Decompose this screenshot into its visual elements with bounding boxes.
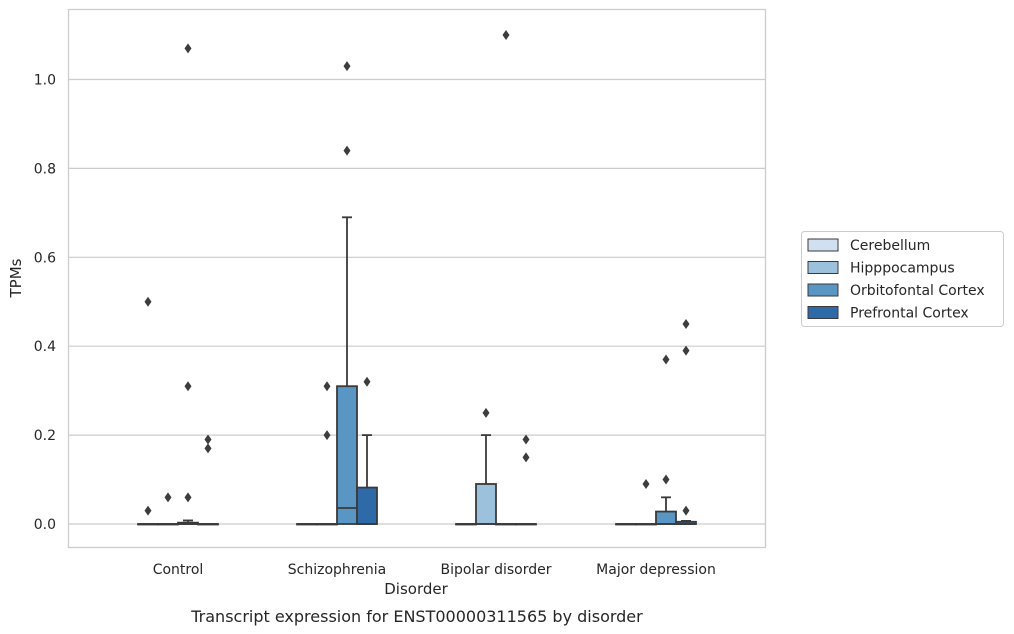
box-0-0: [137, 296, 159, 526]
x-tick-labels: Control Schizophrenia Bipolar disorder Majo…: [153, 562, 716, 578]
y-tick-label: 0.8: [34, 161, 56, 177]
outlier-point: [522, 434, 530, 445]
legend: Cerebellum Hipppocampus Orbitofontal Corte…: [801, 231, 1004, 327]
box-1-2: [475, 407, 497, 525]
outlier-point: [184, 381, 192, 392]
y-axis-label: TPMs: [7, 258, 25, 298]
outlier-point: [682, 505, 690, 516]
plot-area-frame: [67, 8, 767, 549]
plot-area-background: [68, 9, 766, 548]
y-tick-labels: 0.0 0.2 0.4 0.6 0.8 1.0: [34, 73, 56, 534]
x-tick-label: Schizophrenia: [288, 562, 386, 578]
box-0-2: [455, 523, 477, 526]
box-body: [655, 510, 677, 525]
legend-swatch: [807, 238, 839, 252]
y-tick-label: 0.4: [34, 339, 56, 355]
legend-swatch: [807, 306, 839, 319]
outlier-point: [323, 381, 331, 392]
box-3-1: [356, 376, 378, 525]
box-3-0: [197, 434, 219, 526]
box-series: [137, 30, 697, 526]
y-tick-label: 1.0: [34, 73, 56, 89]
outlier-point: [662, 474, 670, 485]
outlier-point: [662, 354, 670, 365]
outlier-point: [343, 61, 351, 72]
box-0-1: [296, 523, 318, 526]
x-axis-label: Disorder: [384, 580, 448, 598]
outlier-point: [363, 376, 371, 387]
outlier-point: [682, 345, 690, 356]
outlier-point: [522, 452, 530, 463]
outlier-point: [502, 30, 510, 41]
outlier-point: [204, 434, 212, 445]
x-tick-label: Bipolar disorder: [440, 562, 551, 578]
legend-frame: [801, 231, 1004, 327]
box-3-3: [675, 318, 697, 525]
outlier-point: [184, 492, 192, 503]
outlier-point: [164, 492, 172, 503]
outlier-point: [323, 430, 331, 441]
box-body: [336, 385, 358, 525]
legend-swatch: [807, 283, 839, 297]
y-tick-label: 0.0: [34, 517, 56, 533]
x-tick-label: Control: [153, 562, 204, 578]
box-2-3: [655, 354, 677, 525]
y-tick-label: 0.2: [34, 428, 56, 444]
outlier-point: [144, 505, 152, 516]
legend-label: Hipppocampus: [850, 261, 955, 277]
outlier-point: [682, 318, 690, 329]
legend-label: Orbitofontal Cortex: [850, 283, 985, 299]
outlier-point: [144, 296, 152, 307]
outlier-point: [204, 443, 212, 454]
box-body: [356, 486, 378, 525]
box-2-1: [336, 61, 358, 525]
legend-swatch: [807, 261, 839, 274]
outlier-point: [184, 43, 192, 54]
box-0-3: [615, 523, 637, 526]
box-1-0: [157, 492, 179, 526]
outlier-point: [642, 478, 650, 489]
x-tick-label: Major depression: [596, 562, 716, 578]
y-tick-label: 0.6: [34, 250, 56, 266]
box-body: [475, 483, 497, 525]
box-3-2: [515, 434, 537, 526]
outlier-point: [343, 145, 351, 156]
box-2-2: [495, 30, 517, 526]
legend-label: Prefrontal Cortex: [850, 306, 969, 322]
legend-label: Cerebellum: [850, 238, 930, 254]
chart-caption: Transcript expression for ENST0000031156…: [190, 607, 643, 626]
outlier-point: [482, 407, 490, 418]
